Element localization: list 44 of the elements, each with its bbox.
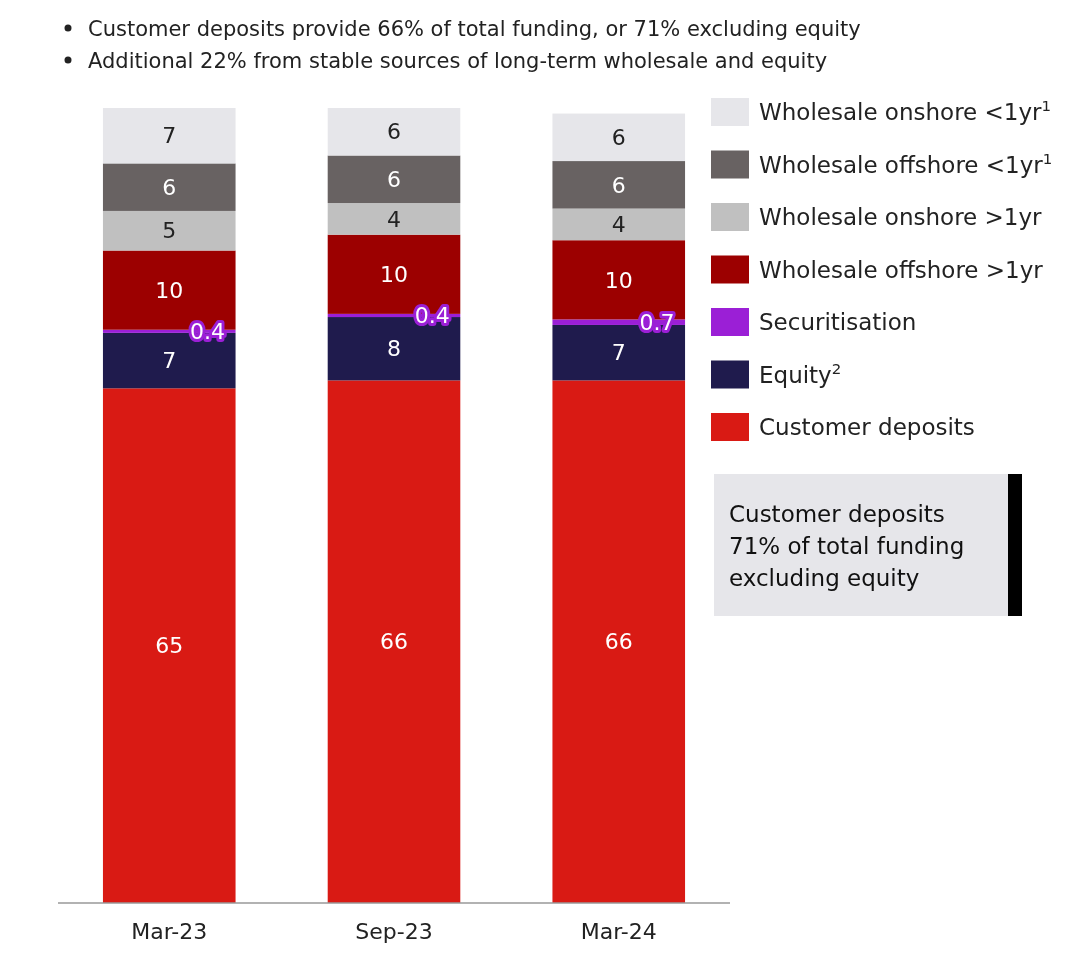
bar <box>327 203 461 235</box>
data-label: 0.7 <box>639 309 675 335</box>
text: Additional 22% from stable sources of long-term wholesale and equity <box>88 49 828 73</box>
legend-label: Securitisation <box>759 309 917 336</box>
bar <box>102 210 236 251</box>
data-label: 6 <box>611 172 626 198</box>
data-label: 6 <box>162 174 177 200</box>
x-tick-label: Mar-24 <box>580 919 657 944</box>
data-label: 4 <box>387 206 401 232</box>
data-label: 66 <box>604 629 633 655</box>
legend-label: Wholesale offshore >1yr <box>759 256 1044 283</box>
legend-label: Wholesale onshore <1yr$^{1}$ <box>759 97 1052 126</box>
data-label: 7 <box>162 123 177 149</box>
data-label: 10 <box>155 277 184 303</box>
bar <box>327 380 461 903</box>
annotation: Customer deposits 71% of total funding excluding equity <box>729 501 965 591</box>
text: Customer deposits provide 66% of total funding, or 71% excluding equity <box>88 17 861 41</box>
legend-label: Equity$^{2}$ <box>759 359 842 388</box>
x-tick-label: Sep-23 <box>355 919 433 944</box>
data-label: 7 <box>162 348 177 374</box>
data-label: 65 <box>155 633 184 659</box>
x-tick-label: Mar-23 <box>131 919 208 944</box>
data-label: 6 <box>611 125 626 150</box>
bar <box>102 163 236 211</box>
bar <box>102 388 236 903</box>
data-label: 8 <box>387 336 401 362</box>
bar <box>552 161 686 209</box>
data-label: 6 <box>387 166 401 192</box>
data-label: 10 <box>380 261 408 287</box>
bar <box>327 155 461 204</box>
data-label: 7 <box>611 340 626 366</box>
legend-label: Customer deposits <box>759 414 975 441</box>
legend-label: Wholesale onshore >1yr <box>759 204 1043 231</box>
bar <box>552 208 686 241</box>
bar <box>102 108 236 164</box>
data-label: 10 <box>604 267 633 293</box>
legend-label: Wholesale offshore <1yr$^{1}$ <box>759 149 1053 178</box>
bar <box>552 113 686 162</box>
bar <box>552 380 686 903</box>
data-label: 5 <box>162 218 177 244</box>
data-label: 4 <box>611 212 626 238</box>
bar <box>327 108 461 156</box>
data-label: 66 <box>380 629 408 655</box>
data-label: 6 <box>387 119 401 145</box>
